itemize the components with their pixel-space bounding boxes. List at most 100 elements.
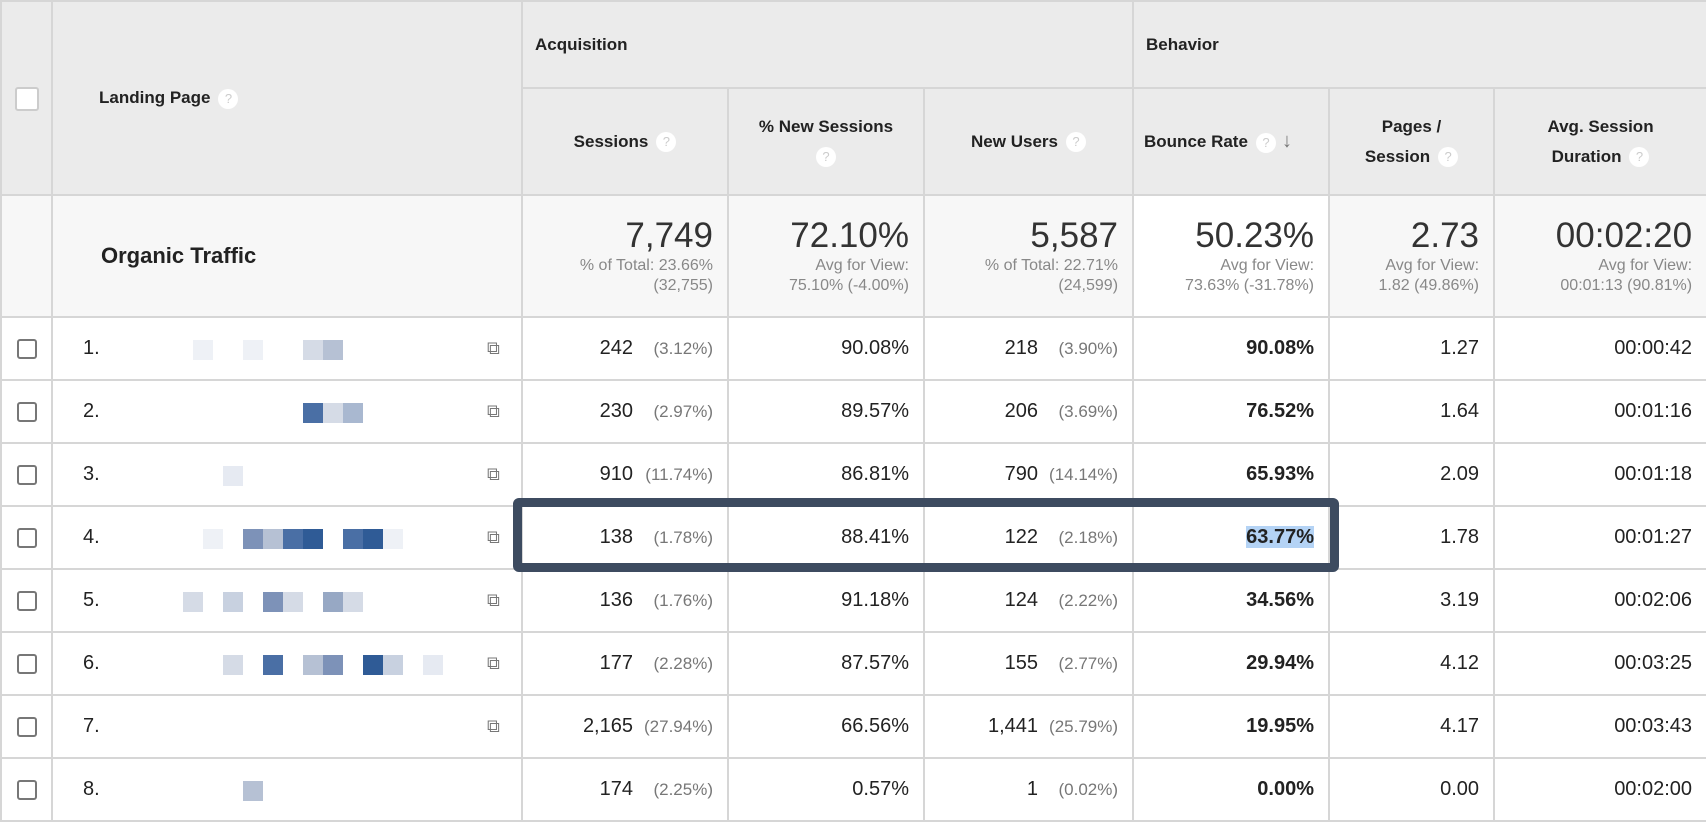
sessions-value: 136	[599, 589, 633, 611]
total-value: 5,587	[1030, 216, 1119, 255]
blurred-url-block	[383, 529, 403, 549]
blurred-url-block	[303, 403, 323, 423]
select-all-cell	[0, 0, 53, 196]
duration-header[interactable]: Avg. Session Duration?	[1493, 87, 1706, 196]
bounce-rate-value: 29.94%	[1246, 652, 1315, 674]
total-value: 2.73	[1410, 216, 1480, 255]
landing-page-cell[interactable]: 3. ⧉	[51, 442, 523, 507]
external-link-icon[interactable]: ⧉	[487, 716, 500, 736]
table-row: 3. ⧉ 910 (11.74%) 86.81% 790 (14.14%) 65.93…	[0, 442, 1706, 507]
landing-page-cell[interactable]: 8.	[51, 757, 523, 822]
row-checkbox[interactable]	[16, 590, 37, 611]
bounce-rate-header[interactable]: Bounce Rate? ↓	[1132, 87, 1331, 196]
blurred-url-block	[423, 655, 443, 675]
duration-cell: 00:00:42	[1493, 316, 1706, 381]
arrow-down-icon[interactable]: ↓	[1281, 130, 1292, 152]
row-checkbox[interactable]	[16, 401, 37, 422]
help-icon[interactable]: ?	[816, 147, 836, 168]
row-checkbox[interactable]	[16, 779, 37, 800]
help-icon[interactable]: ?	[656, 132, 677, 153]
help-icon[interactable]: ?	[1255, 132, 1276, 153]
sessions-value: 242	[599, 337, 633, 359]
row-checkbox[interactable]	[16, 716, 37, 737]
new-users-value: 124	[1004, 589, 1039, 611]
landing-page-cell[interactable]: 1. ⧉	[51, 316, 523, 381]
total-sub: 73.63% (-31.78%)	[1185, 277, 1315, 294]
new-users-percent: (2.18%)	[1058, 528, 1119, 547]
landing-page-cell[interactable]: 4. ⧉	[51, 505, 523, 570]
total-value: 72.10%	[790, 216, 909, 255]
row-number: 8.	[83, 778, 100, 800]
row-checkbox[interactable]	[16, 464, 37, 485]
sessions-value: 174	[599, 778, 633, 800]
external-link-icon[interactable]: ⧉	[487, 338, 500, 358]
sessions-value: 177	[599, 652, 633, 674]
total-pages-session: 2.73 Avg for View: 1.82 (49.86%)	[1328, 194, 1496, 318]
landing-page-cell[interactable]: 2. ⧉	[51, 379, 523, 444]
sessions-percent: (2.25%)	[653, 780, 713, 799]
pages-session-cell: 3.19	[1328, 568, 1496, 633]
external-link-icon[interactable]: ⧉	[487, 464, 500, 484]
help-icon[interactable]: ?	[1438, 147, 1459, 168]
row-checkbox[interactable]	[16, 338, 37, 359]
total-sub: Avg for View:	[815, 257, 909, 274]
table-row: 5. ⧉ 136 (1.76%) 91.18% 124 (2.22%) 34.56% …	[0, 568, 1706, 633]
bounce-rate-value: 19.95%	[1246, 715, 1315, 737]
new-sessions-cell: 90.08%	[727, 316, 925, 381]
external-link-icon[interactable]: ⧉	[487, 590, 500, 610]
help-icon[interactable]: ?	[1065, 132, 1086, 153]
new-users-header[interactable]: New Users?	[922, 87, 1135, 196]
header-label: Bounce Rate	[1144, 132, 1248, 151]
row-number: 7.	[83, 715, 100, 737]
blurred-url-block	[223, 466, 243, 486]
sessions-header[interactable]: Sessions?	[521, 87, 729, 196]
bounce-rate-cell: 76.52%	[1132, 379, 1331, 444]
checkbox-cell	[0, 316, 53, 381]
row-number: 3.	[83, 463, 100, 485]
row-checkbox[interactable]	[16, 653, 37, 674]
blurred-url-block	[323, 655, 343, 675]
blurred-url-block	[223, 592, 243, 612]
row-number: 4.	[83, 526, 100, 548]
pages-session-header[interactable]: Pages / Session?	[1328, 87, 1496, 196]
external-link-icon[interactable]: ⧉	[487, 401, 500, 421]
total-bounce-rate: 50.23% Avg for View: 73.63% (-31.78%)	[1132, 194, 1331, 318]
bounce-rate-cell: 29.94%	[1132, 631, 1331, 696]
row-checkbox[interactable]	[16, 527, 37, 548]
new-users-value: 1	[1026, 778, 1039, 800]
table-row: 2. ⧉ 230 (2.97%) 89.57% 206 (3.69%) 76.52% …	[0, 379, 1706, 444]
blurred-url-block	[283, 529, 303, 549]
landing-page-header[interactable]: Landing Page?	[51, 0, 523, 196]
sessions-percent: (3.12%)	[653, 339, 713, 358]
total-sub: Avg for View:	[1385, 257, 1480, 274]
blurred-url-block	[193, 340, 213, 360]
header-label: Duration	[1551, 146, 1622, 166]
landing-page-cell[interactable]: 7. ⧉	[51, 694, 523, 759]
sessions-percent: (1.78%)	[653, 528, 713, 547]
segment-label: Organic Traffic	[51, 194, 523, 318]
landing-page-cell[interactable]: 5. ⧉	[51, 568, 523, 633]
bounce-rate-cell: 34.56%	[1132, 568, 1331, 633]
total-sub: (24,599)	[1058, 277, 1119, 294]
sessions-percent: (27.94%)	[644, 717, 713, 736]
new-users-cell: 206 (3.69%)	[922, 379, 1135, 444]
pages-session-cell: 2.09	[1328, 442, 1496, 507]
pages-session-cell: 1.64	[1328, 379, 1496, 444]
checkbox-cell	[0, 694, 53, 759]
external-link-icon[interactable]: ⧉	[487, 527, 500, 547]
select-all-checkbox[interactable]	[14, 86, 39, 111]
landing-page-cell[interactable]: 6. ⧉	[51, 631, 523, 696]
external-link-icon[interactable]: ⧉	[487, 653, 500, 673]
table-row: 8. 174 (2.25%) 0.57% 1 (0.02%) 0.00% 0.00 …	[0, 757, 1706, 822]
blurred-url-block	[183, 592, 203, 612]
new-users-percent: (0.02%)	[1058, 780, 1119, 799]
empty-cell	[0, 194, 53, 318]
new-users-percent: (3.69%)	[1058, 402, 1119, 421]
help-icon[interactable]: ?	[1629, 147, 1650, 168]
sessions-cell: 910 (11.74%)	[521, 442, 729, 507]
new-sessions-header[interactable]: % New Sessions?	[727, 87, 925, 196]
help-icon[interactable]: ?	[218, 88, 239, 109]
blurred-url-block	[323, 340, 343, 360]
sessions-percent: (11.74%)	[645, 465, 713, 484]
